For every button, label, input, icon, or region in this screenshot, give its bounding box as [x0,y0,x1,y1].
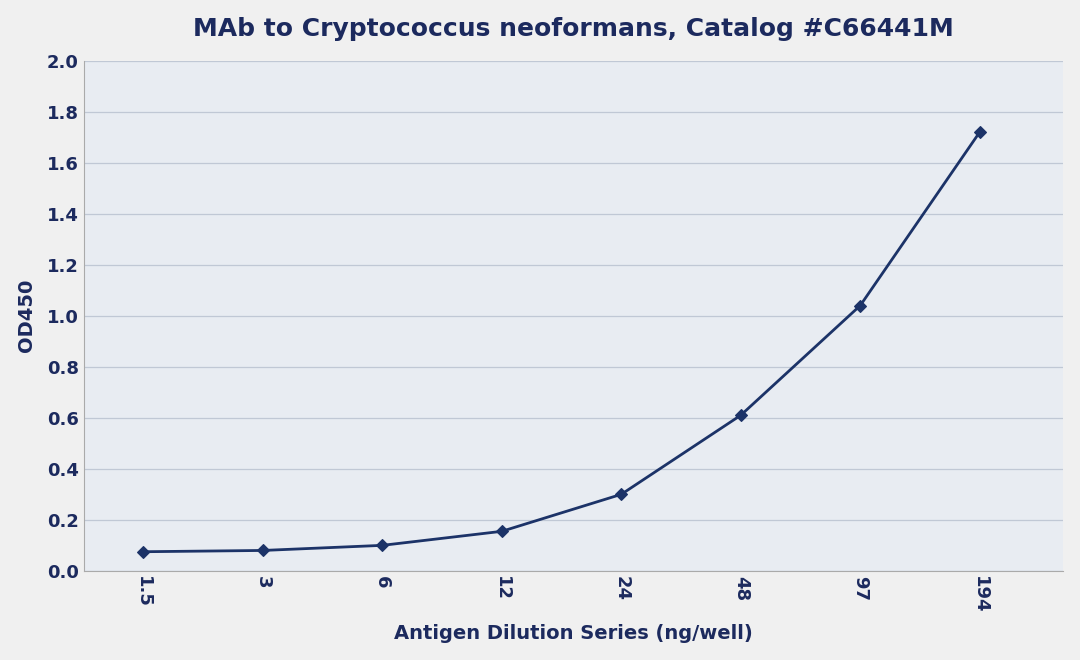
Title: MAb to Cryptococcus neoformans, Catalog #C66441M: MAb to Cryptococcus neoformans, Catalog … [193,16,954,41]
Y-axis label: OD450: OD450 [16,279,36,352]
X-axis label: Antigen Dilution Series (ng/well): Antigen Dilution Series (ng/well) [394,624,753,644]
